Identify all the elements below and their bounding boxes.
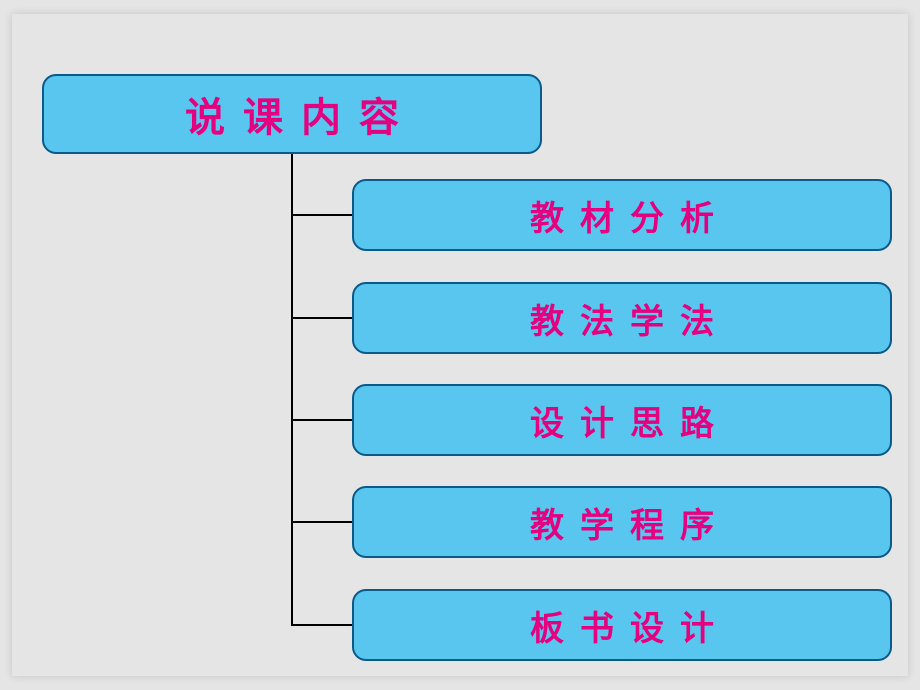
child-label-1: 教法学法 bbox=[530, 294, 730, 343]
child-node-3: 教学程序 bbox=[352, 486, 892, 558]
branch-line-2 bbox=[291, 419, 352, 421]
child-label-4: 板书设计 bbox=[530, 601, 730, 650]
child-label-2: 设计思路 bbox=[530, 396, 730, 445]
root-node: 说课内容 bbox=[42, 74, 542, 154]
root-label: 说课内容 bbox=[185, 85, 417, 143]
child-label-0: 教材分析 bbox=[530, 191, 730, 240]
branch-line-3 bbox=[291, 521, 352, 523]
branch-line-0 bbox=[291, 214, 352, 216]
trunk-line bbox=[291, 154, 293, 626]
child-node-4: 板书设计 bbox=[352, 589, 892, 661]
branch-line-4 bbox=[291, 624, 352, 626]
child-node-2: 设计思路 bbox=[352, 384, 892, 456]
diagram-canvas: 说课内容教材分析教法学法设计思路教学程序板书设计 bbox=[12, 14, 908, 676]
child-node-0: 教材分析 bbox=[352, 179, 892, 251]
child-node-1: 教法学法 bbox=[352, 282, 892, 354]
branch-line-1 bbox=[291, 317, 352, 319]
child-label-3: 教学程序 bbox=[530, 498, 730, 547]
